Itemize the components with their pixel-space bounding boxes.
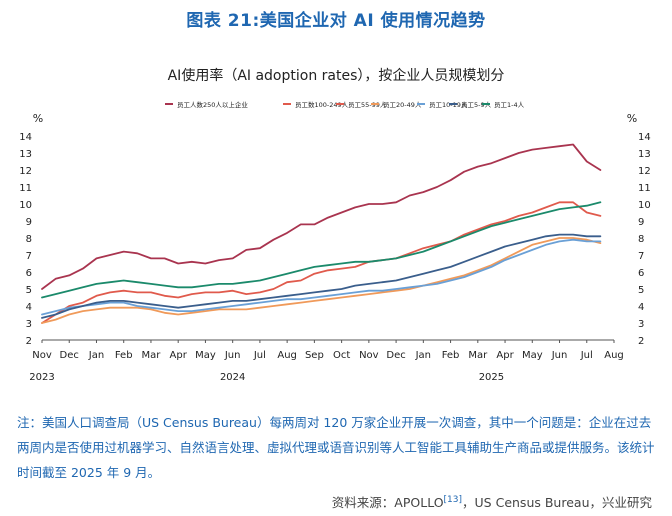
- x-tick-label: Jul: [580, 350, 593, 361]
- x-tick-label: Dec: [386, 350, 405, 361]
- source-reference[interactable]: [13]: [443, 494, 463, 505]
- line-chart: AI使用率（AI adoption rates），按企业人员规模划分 员工人数2…: [19, 67, 650, 383]
- y-tick-label-right: 4: [638, 302, 644, 313]
- source-prefix: 资料来源：APOLLO: [331, 495, 444, 510]
- y-tick-label-right: 13: [638, 149, 651, 160]
- y-tick-label-right: 5: [638, 285, 644, 296]
- y-tick-label-right: 12: [638, 166, 651, 177]
- axes: 2 2 3 3 4 4 5 5 6 6 7 7 8 8 9 9 10 10 11 11 12 12 13 13 14 14 Nov D…: [19, 132, 650, 383]
- y-tick-label-left: 3: [26, 319, 32, 330]
- x-tick-label: Apr: [496, 350, 514, 361]
- x-tick-label: May: [195, 350, 216, 361]
- series-line-3: [41, 237, 602, 324]
- x-tick-label: Jan: [415, 350, 431, 361]
- legend-label: 员工5-9人: [461, 101, 492, 109]
- y-tick-label-left: 14: [19, 132, 32, 143]
- x-tick-label: Nov: [359, 350, 379, 361]
- series-line-4: [41, 238, 602, 316]
- x-tick-label: Aug: [277, 350, 297, 361]
- y-tick-label-right: 2: [638, 336, 644, 347]
- legend-label: 员工20-49人: [383, 101, 422, 109]
- chart-title: AI使用率（AI adoption rates），按企业人员规模划分: [168, 67, 505, 84]
- y-tick-label-left: 12: [19, 166, 32, 177]
- y-tick-label-left: 7: [26, 251, 32, 262]
- y-unit-right: %: [627, 112, 637, 125]
- y-tick-label-right: 7: [638, 251, 644, 262]
- x-year-label: 2024: [220, 372, 245, 383]
- x-tick-label: Mar: [142, 350, 162, 361]
- series-lines: [41, 143, 602, 324]
- y-tick-label-left: 13: [19, 149, 32, 160]
- y-tick-label-right: 6: [638, 268, 644, 279]
- series-line-5: [41, 233, 602, 319]
- x-year-label: 2025: [479, 372, 504, 383]
- legend-label: 员工10-19人: [429, 101, 468, 109]
- x-tick-label: Feb: [115, 350, 133, 361]
- x-tick-label: Aug: [604, 350, 624, 361]
- x-tick-label: Jun: [551, 350, 568, 361]
- x-tick-label: Jan: [88, 350, 104, 361]
- y-unit-left: %: [33, 112, 43, 125]
- series-line-6: [41, 201, 602, 299]
- figure-title: 图表 21:美国企业对 AI 使用情况趋势: [186, 11, 486, 31]
- legend-label: 员工人数250人以上企业: [177, 100, 248, 109]
- x-tick-label: Sep: [305, 350, 324, 361]
- y-tick-label-left: 8: [26, 234, 32, 245]
- x-tick-label: Nov: [32, 350, 52, 361]
- x-tick-label: May: [522, 350, 543, 361]
- x-tick-label: Oct: [333, 350, 350, 361]
- x-tick-label: Mar: [468, 350, 488, 361]
- source-line: 资料来源：APOLLO[13]，US Census Bureau，兴业研究: [332, 492, 652, 511]
- y-tick-label-left: 11: [19, 183, 32, 194]
- x-tick-label: Jun: [224, 350, 241, 361]
- x-tick-label: Apr: [170, 350, 188, 361]
- y-tick-label-left: 5: [26, 285, 32, 296]
- y-tick-label-right: 8: [638, 234, 644, 245]
- y-tick-label-left: 9: [26, 217, 32, 228]
- y-tick-label-right: 11: [638, 183, 651, 194]
- legend-label: 员工1-4人: [494, 101, 525, 109]
- y-tick-label-left: 10: [19, 200, 32, 211]
- x-year-label: 2023: [29, 372, 54, 383]
- footnote: 注：美国人口调查局（US Census Bureau）每两周对 120 万家企业…: [17, 415, 655, 480]
- legend-label: 员工55-99人: [348, 101, 387, 109]
- y-tick-label-right: 3: [638, 319, 644, 330]
- legend-label: 员工数100-249人: [295, 100, 349, 109]
- legend: 员工人数250人以上企业 员工数100-249人 员工55-99人员工20-49人员…: [165, 100, 525, 109]
- x-tick-label: Jul: [253, 350, 266, 361]
- source-suffix: ，US Census Bureau，兴业研究: [462, 495, 652, 510]
- y-tick-label-right: 9: [638, 217, 644, 228]
- series-line-2: [41, 201, 602, 324]
- y-tick-label-left: 4: [26, 302, 32, 313]
- x-tick-label: Feb: [442, 350, 460, 361]
- y-tick-label-left: 2: [26, 336, 32, 347]
- y-tick-label-right: 10: [638, 200, 651, 211]
- y-tick-label-right: 14: [638, 132, 651, 143]
- y-tick-label-left: 6: [26, 268, 32, 279]
- x-tick-label: Dec: [60, 350, 79, 361]
- series-line-1: [41, 143, 602, 290]
